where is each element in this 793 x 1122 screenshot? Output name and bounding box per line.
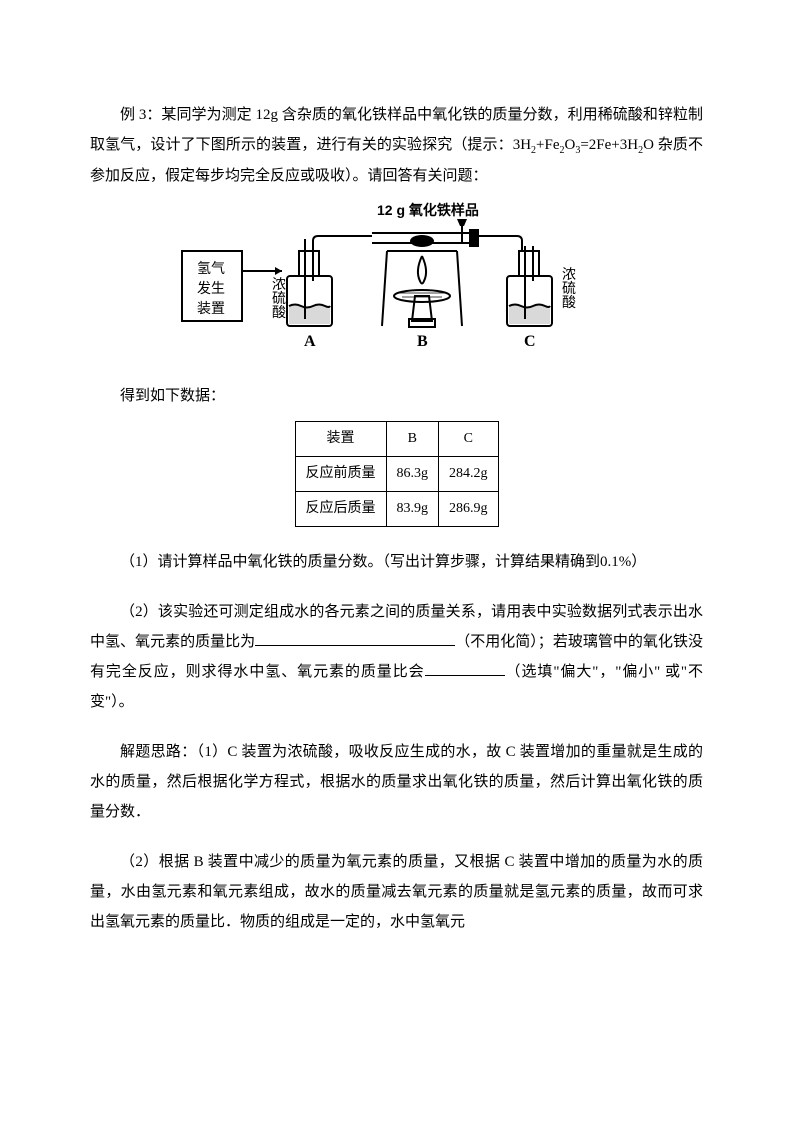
svg-text:B: B — [417, 333, 428, 350]
data-intro: 得到如下数据： — [90, 381, 703, 411]
apparatus-diagram: 12 g 氧化铁样品 氢气 发生 装置 浓 硫 酸 A — [90, 201, 703, 361]
table-cell: 286.9g — [439, 492, 499, 527]
bottle-c — [507, 246, 552, 326]
table-cell: C — [439, 422, 499, 457]
table-cell: B — [386, 422, 439, 457]
table-cell: 284.2g — [439, 457, 499, 492]
solution-para-2: （2）根据 B 装置中减少的质量为氧元素的质量，又根据 C 装置中增加的质量为水… — [90, 847, 703, 937]
table-cell: 83.9g — [386, 492, 439, 527]
table-cell: 反应前质量 — [295, 457, 386, 492]
table-row: 反应后质量 83.9g 286.9g — [295, 492, 498, 527]
svg-text:氢气: 氢气 — [197, 261, 225, 277]
table-cell: 装置 — [295, 422, 386, 457]
table-cell: 反应后质量 — [295, 492, 386, 527]
svg-text:发生: 发生 — [197, 281, 225, 297]
table-cell: 86.3g — [386, 457, 439, 492]
table-row: 装置 B C — [295, 422, 498, 457]
question-1: （1）请计算样品中氧化铁的质量分数。（写出计算步骤，计算结果精确到0.1%） — [90, 547, 703, 577]
svg-text:酸: 酸 — [272, 305, 286, 321]
blank-2 — [425, 661, 505, 676]
svg-text:A: A — [304, 333, 316, 350]
table-row: 反应前质量 86.3g 284.2g — [295, 457, 498, 492]
chemistry-apparatus-svg: 12 g 氧化铁样品 氢气 发生 装置 浓 硫 酸 A — [177, 201, 617, 361]
svg-text:装置: 装置 — [197, 301, 225, 317]
svg-text:C: C — [524, 333, 536, 350]
bottle-a — [287, 246, 332, 326]
tube-b — [372, 219, 479, 247]
question-2: （2）该实验还可测定组成水的各元素之间的质量关系，请用表中实验数据列式表示出水中… — [90, 597, 703, 717]
solution-para-1: 解题思路：（1）C 装置为浓硫酸，吸收反应生成的水，故 C 装置增加的重量就是生… — [90, 737, 703, 827]
svg-text:浓: 浓 — [562, 267, 576, 283]
stand-burner — [382, 251, 462, 327]
problem-statement: 例 3：某同学为测定 12g 含杂质的氧化铁样品中氧化铁的质量分数，利用稀硫酸和… — [90, 100, 703, 191]
svg-text:酸: 酸 — [562, 295, 576, 311]
svg-text:浓: 浓 — [272, 277, 286, 293]
sample-label: 12 g 氧化铁样品 — [377, 202, 479, 218]
experiment-data-table: 装置 B C 反应前质量 86.3g 284.2g 反应后质量 83.9g 28… — [295, 421, 499, 527]
svg-text:硫: 硫 — [272, 291, 286, 307]
blank-1 — [255, 631, 455, 646]
svg-text:硫: 硫 — [562, 281, 576, 297]
